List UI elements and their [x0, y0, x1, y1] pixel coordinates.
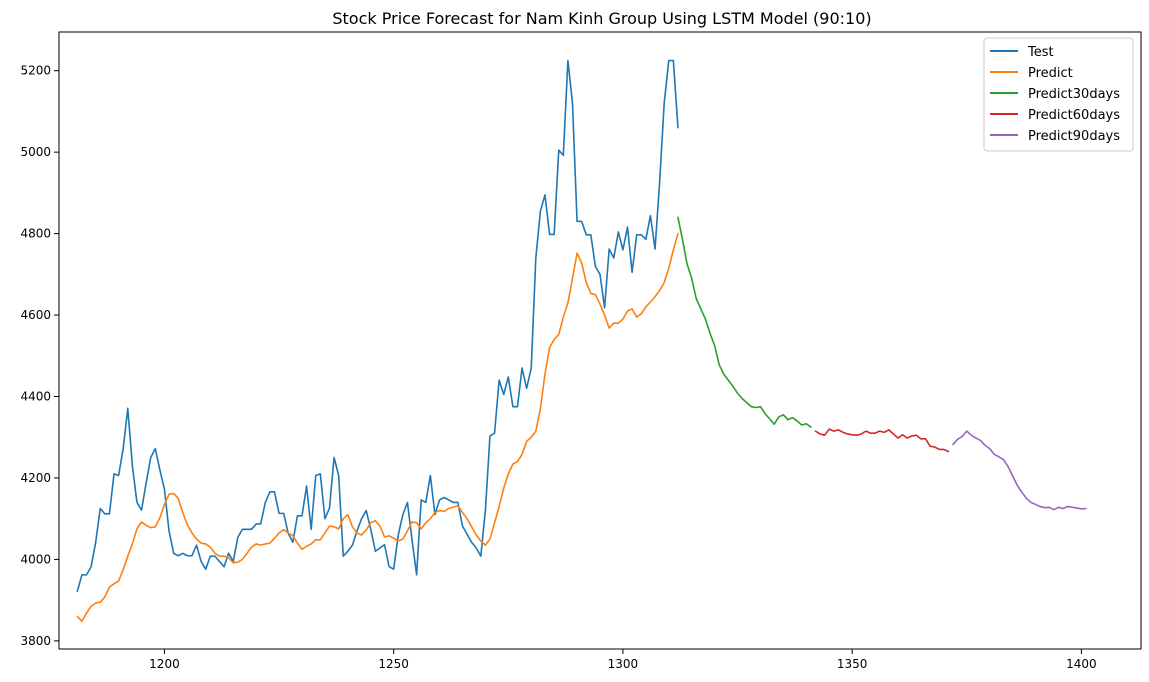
- x-tick-label: 1200: [149, 657, 180, 671]
- y-tick-label: 4800: [20, 227, 51, 241]
- y-tick-label: 5000: [20, 145, 51, 159]
- x-tick-label: 1400: [1066, 657, 1097, 671]
- y-tick-label: 3800: [20, 634, 51, 648]
- y-tick-label: 4000: [20, 552, 51, 566]
- x-tick-label: 1350: [837, 657, 868, 671]
- legend-label: Predict60days: [1028, 108, 1120, 123]
- series-layer: [76, 59, 1087, 623]
- x-tick-label: 1250: [378, 657, 409, 671]
- legend-label: Predict: [1028, 66, 1073, 81]
- series-line-test: [76, 59, 679, 592]
- x-tick-label: 1300: [608, 657, 639, 671]
- series-line-predict: [76, 232, 679, 623]
- x-axis: 1200 1250 1300 1350 1400: [149, 649, 1097, 671]
- legend-label: Test: [1027, 45, 1054, 60]
- y-tick-label: 4600: [20, 308, 51, 322]
- y-tick-label: 4400: [20, 389, 51, 403]
- y-tick-label: 5200: [20, 64, 51, 78]
- legend-label: Predict90days: [1028, 129, 1120, 144]
- legend-label: Predict30days: [1028, 87, 1120, 102]
- chart-title: Stock Price Forecast for Nam Kinh Group …: [332, 9, 871, 28]
- series-line-predict30days: [677, 216, 812, 428]
- legend-box: [983, 37, 1134, 152]
- series-line-predict60days: [814, 428, 950, 453]
- series-line-predict90days: [952, 430, 1087, 511]
- y-axis: 3800 4000 4200 4400 4600 4800 5000 5200: [20, 64, 59, 648]
- plot-frame: [58, 31, 1142, 650]
- y-tick-label: 4200: [20, 471, 51, 485]
- legend: Test Predict Predict30days Predict60days Pre…: [983, 37, 1134, 152]
